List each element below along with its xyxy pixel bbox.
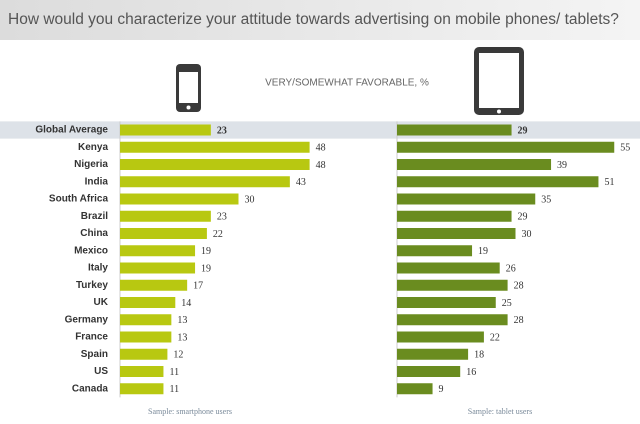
- bar: [120, 193, 239, 205]
- value-label: 26: [506, 263, 516, 274]
- category-label: France: [75, 332, 108, 343]
- value-label: 17: [193, 281, 203, 292]
- bar: [120, 141, 310, 153]
- bar: [120, 159, 310, 170]
- chart-title: How would you characterize your attitude…: [8, 11, 619, 28]
- bar: [397, 228, 516, 239]
- bar: [120, 176, 290, 188]
- value-label: 29: [518, 212, 528, 223]
- bar: [120, 331, 172, 343]
- value-label: 23: [217, 212, 227, 223]
- bar: [120, 314, 172, 326]
- category-label: Germany: [65, 314, 109, 325]
- sample-note: Sample: tablet users: [468, 407, 532, 416]
- value-label: 12: [173, 350, 183, 361]
- value-label: 22: [213, 229, 223, 240]
- bar: [397, 176, 599, 188]
- value-label: 28: [514, 315, 524, 326]
- category-label: Canada: [72, 383, 109, 394]
- category-label: Global Average: [35, 125, 108, 136]
- bar: [397, 314, 508, 326]
- value-label: 22: [490, 332, 500, 343]
- value-label: 43: [296, 177, 306, 188]
- category-label: South Africa: [49, 194, 109, 205]
- bar: [397, 331, 484, 343]
- value-label: 11: [169, 367, 179, 378]
- bar: [397, 279, 508, 291]
- category-label: Kenya: [78, 142, 108, 153]
- value-label: 55: [620, 143, 630, 154]
- value-label: 19: [478, 246, 488, 257]
- value-label: 48: [316, 143, 326, 154]
- value-label: 30: [522, 229, 532, 240]
- value-label: 23: [217, 125, 227, 136]
- bar: [397, 366, 461, 377]
- value-label: 9: [439, 384, 444, 395]
- value-label: 35: [541, 194, 551, 205]
- category-label: India: [85, 176, 109, 187]
- bar: [397, 193, 536, 205]
- value-label: 25: [502, 298, 512, 309]
- category-label: Mexico: [74, 245, 108, 256]
- category-label: China: [80, 228, 108, 239]
- value-label: 29: [518, 125, 528, 136]
- value-label: 30: [245, 194, 255, 205]
- category-label: Italy: [88, 263, 108, 274]
- bar: [397, 297, 496, 308]
- bar: [120, 210, 211, 222]
- value-label: 14: [181, 298, 191, 309]
- phone-icon: [176, 64, 201, 112]
- value-label: 18: [474, 350, 484, 361]
- tablet-icon: [474, 47, 524, 115]
- category-label: Nigeria: [74, 159, 108, 170]
- bar: [120, 245, 196, 257]
- subtitle: VERY/SOMEWHAT FAVORABLE, %: [265, 78, 429, 89]
- bar: [397, 141, 615, 153]
- bar: [120, 348, 168, 360]
- value-label: 16: [466, 367, 476, 378]
- title-band: [0, 0, 640, 40]
- bar: [397, 159, 552, 170]
- bar: [397, 383, 433, 395]
- category-label: UK: [94, 297, 109, 308]
- bar: [397, 262, 500, 274]
- value-label: 11: [169, 384, 179, 395]
- value-label: 39: [557, 160, 567, 171]
- value-label: 51: [604, 177, 614, 188]
- category-label: Spain: [81, 349, 108, 360]
- bar: [120, 297, 176, 308]
- bar: [120, 279, 188, 291]
- value-label: 19: [201, 246, 211, 257]
- category-label: US: [94, 366, 108, 377]
- value-label: 19: [201, 263, 211, 274]
- bar: [120, 366, 164, 377]
- bar: [120, 383, 164, 395]
- bar: [397, 210, 512, 222]
- bar: [120, 228, 207, 239]
- value-label: 13: [177, 315, 187, 326]
- value-label: 28: [514, 281, 524, 292]
- bar: [120, 262, 196, 274]
- bar: [397, 124, 512, 136]
- sample-note: Sample: smartphone users: [148, 407, 232, 416]
- value-label: 48: [316, 160, 326, 171]
- bar: [120, 124, 211, 136]
- category-label: Brazil: [81, 211, 108, 222]
- bar: [397, 245, 473, 257]
- category-label: Turkey: [76, 280, 108, 291]
- bar: [397, 348, 469, 360]
- value-label: 13: [177, 332, 187, 343]
